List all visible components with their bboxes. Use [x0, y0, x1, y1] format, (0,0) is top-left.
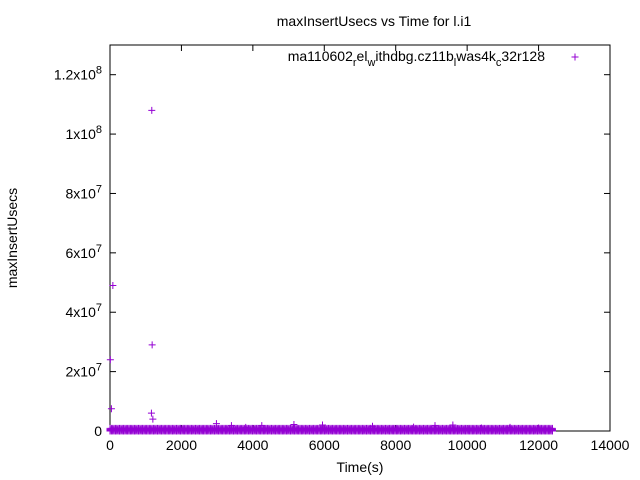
y-tick-label: 8x107: [66, 183, 102, 201]
data-point: [369, 422, 376, 430]
data-point: [431, 422, 439, 430]
data-point: [319, 421, 326, 429]
x-tick-label: 2000: [166, 437, 197, 453]
y-tick-label: 0: [94, 423, 102, 439]
data-point: [449, 421, 457, 429]
x-tick-label: 14000: [591, 437, 630, 453]
y-tick-label: 2x107: [66, 362, 102, 380]
legend-marker: [571, 53, 579, 61]
y-tick-label: 4x107: [66, 302, 102, 320]
data-point: [148, 341, 156, 349]
y-axis: 0 2x107 4x107 6x107 8x107 1x108 1.2x108: [54, 65, 610, 439]
legend-label: ma110602relwithdbg.cz11blwas4kc32r128: [288, 48, 545, 69]
data-point: [212, 420, 220, 428]
data-point: [410, 423, 418, 431]
data-point: [147, 409, 155, 417]
x-axis: 0 2000 4000 6000 8000 10000 12000 14000: [106, 45, 630, 453]
data-point: [109, 282, 117, 290]
legend-marker-plus: [571, 53, 579, 61]
data-point: [506, 423, 514, 431]
plot-frame: [109, 44, 611, 432]
x-axis-label: Time(s): [337, 459, 384, 475]
data-point: [148, 106, 156, 114]
x-tick-label: 10000: [448, 437, 487, 453]
data-point: [535, 424, 543, 432]
chart-title: maxInsertUsecs vs Time for l.i1: [277, 13, 472, 29]
data-points: [106, 106, 556, 435]
x-tick-label: 8000: [380, 437, 411, 453]
x-tick-label: 12000: [519, 437, 558, 453]
data-point: [107, 405, 115, 413]
y-axis-label: maxInsertUsecs: [4, 188, 20, 288]
legend: ma110602relwithdbg.cz11blwas4kc32r128: [288, 48, 579, 69]
data-point: [477, 424, 485, 432]
data-point: [258, 422, 266, 430]
x-tick-label: 4000: [237, 437, 268, 453]
data-point: [242, 423, 250, 431]
data-point: [290, 420, 298, 428]
data-point-band: [548, 424, 556, 432]
data-point: [149, 415, 157, 423]
data-point: [227, 422, 235, 430]
x-tick-label: 0: [106, 437, 114, 453]
data-point: [106, 356, 114, 364]
y-tick-label: 1.2x108: [54, 65, 102, 83]
x-tick-label: 6000: [309, 437, 340, 453]
y-tick-label: 1x108: [66, 124, 102, 142]
y-tick-label: 6x107: [66, 243, 102, 261]
